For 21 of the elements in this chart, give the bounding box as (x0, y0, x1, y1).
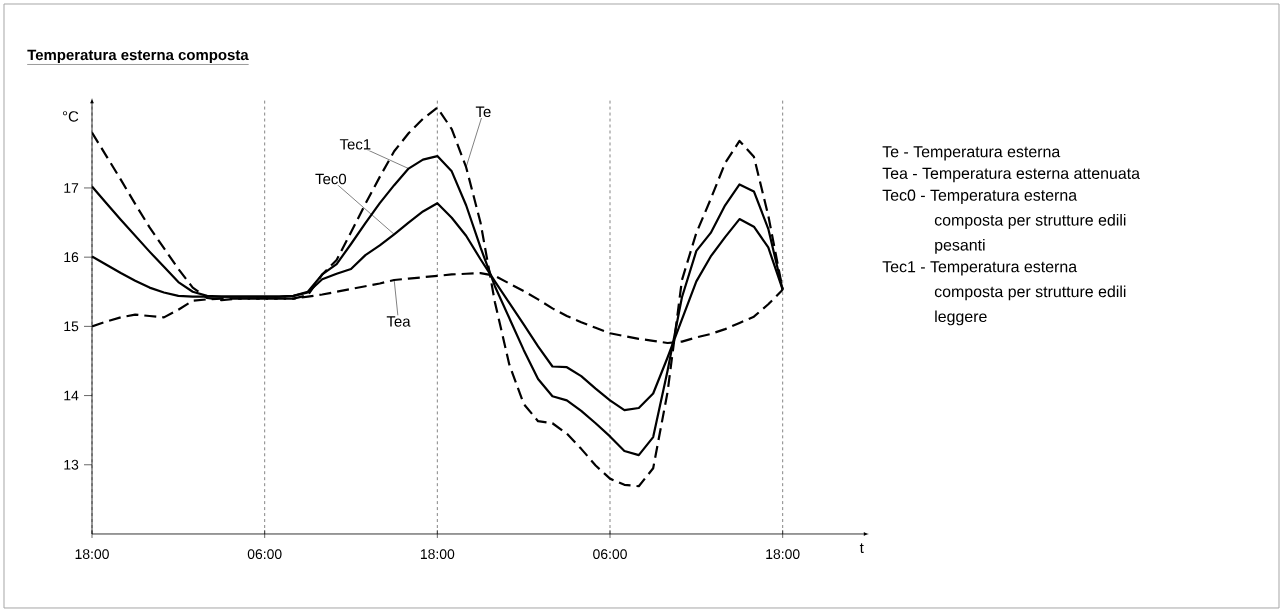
y-tick-label: 14 (64, 390, 79, 401)
text: Tec1 (339, 139, 371, 150)
x-tick-label: 18:00 (420, 549, 455, 560)
text: Te - Temperatura esterna (882, 146, 1061, 161)
x-tick-label: 06:00 (247, 549, 282, 560)
y-tick-label: 17 (64, 183, 79, 193)
x-axis-title: t (859, 543, 864, 553)
text: Tec1 - Temperatura esterna composta per strutture edili leggere (882, 261, 1126, 326)
text: Tec0 - Temperatura esterna composta per strutture edili pesanti (882, 189, 1126, 254)
x-tick-label: 18:00 (766, 549, 800, 560)
y-tick-label: 15 (64, 321, 79, 332)
text: Tea - Temperatura esterna attenuata (882, 167, 1141, 183)
y-tick-label: 16 (64, 252, 79, 263)
chart-title: Temperatura esterna composta (27, 49, 249, 64)
x-tick-label: 18:00 (75, 549, 109, 560)
x-tick-label: 06:00 (593, 549, 627, 560)
text: Tec0 (315, 173, 347, 185)
series-label: Te (475, 106, 491, 118)
y-axis-title: °C (62, 111, 79, 122)
text: Tea (386, 316, 411, 327)
y-tick-label: 13 (64, 459, 79, 470)
